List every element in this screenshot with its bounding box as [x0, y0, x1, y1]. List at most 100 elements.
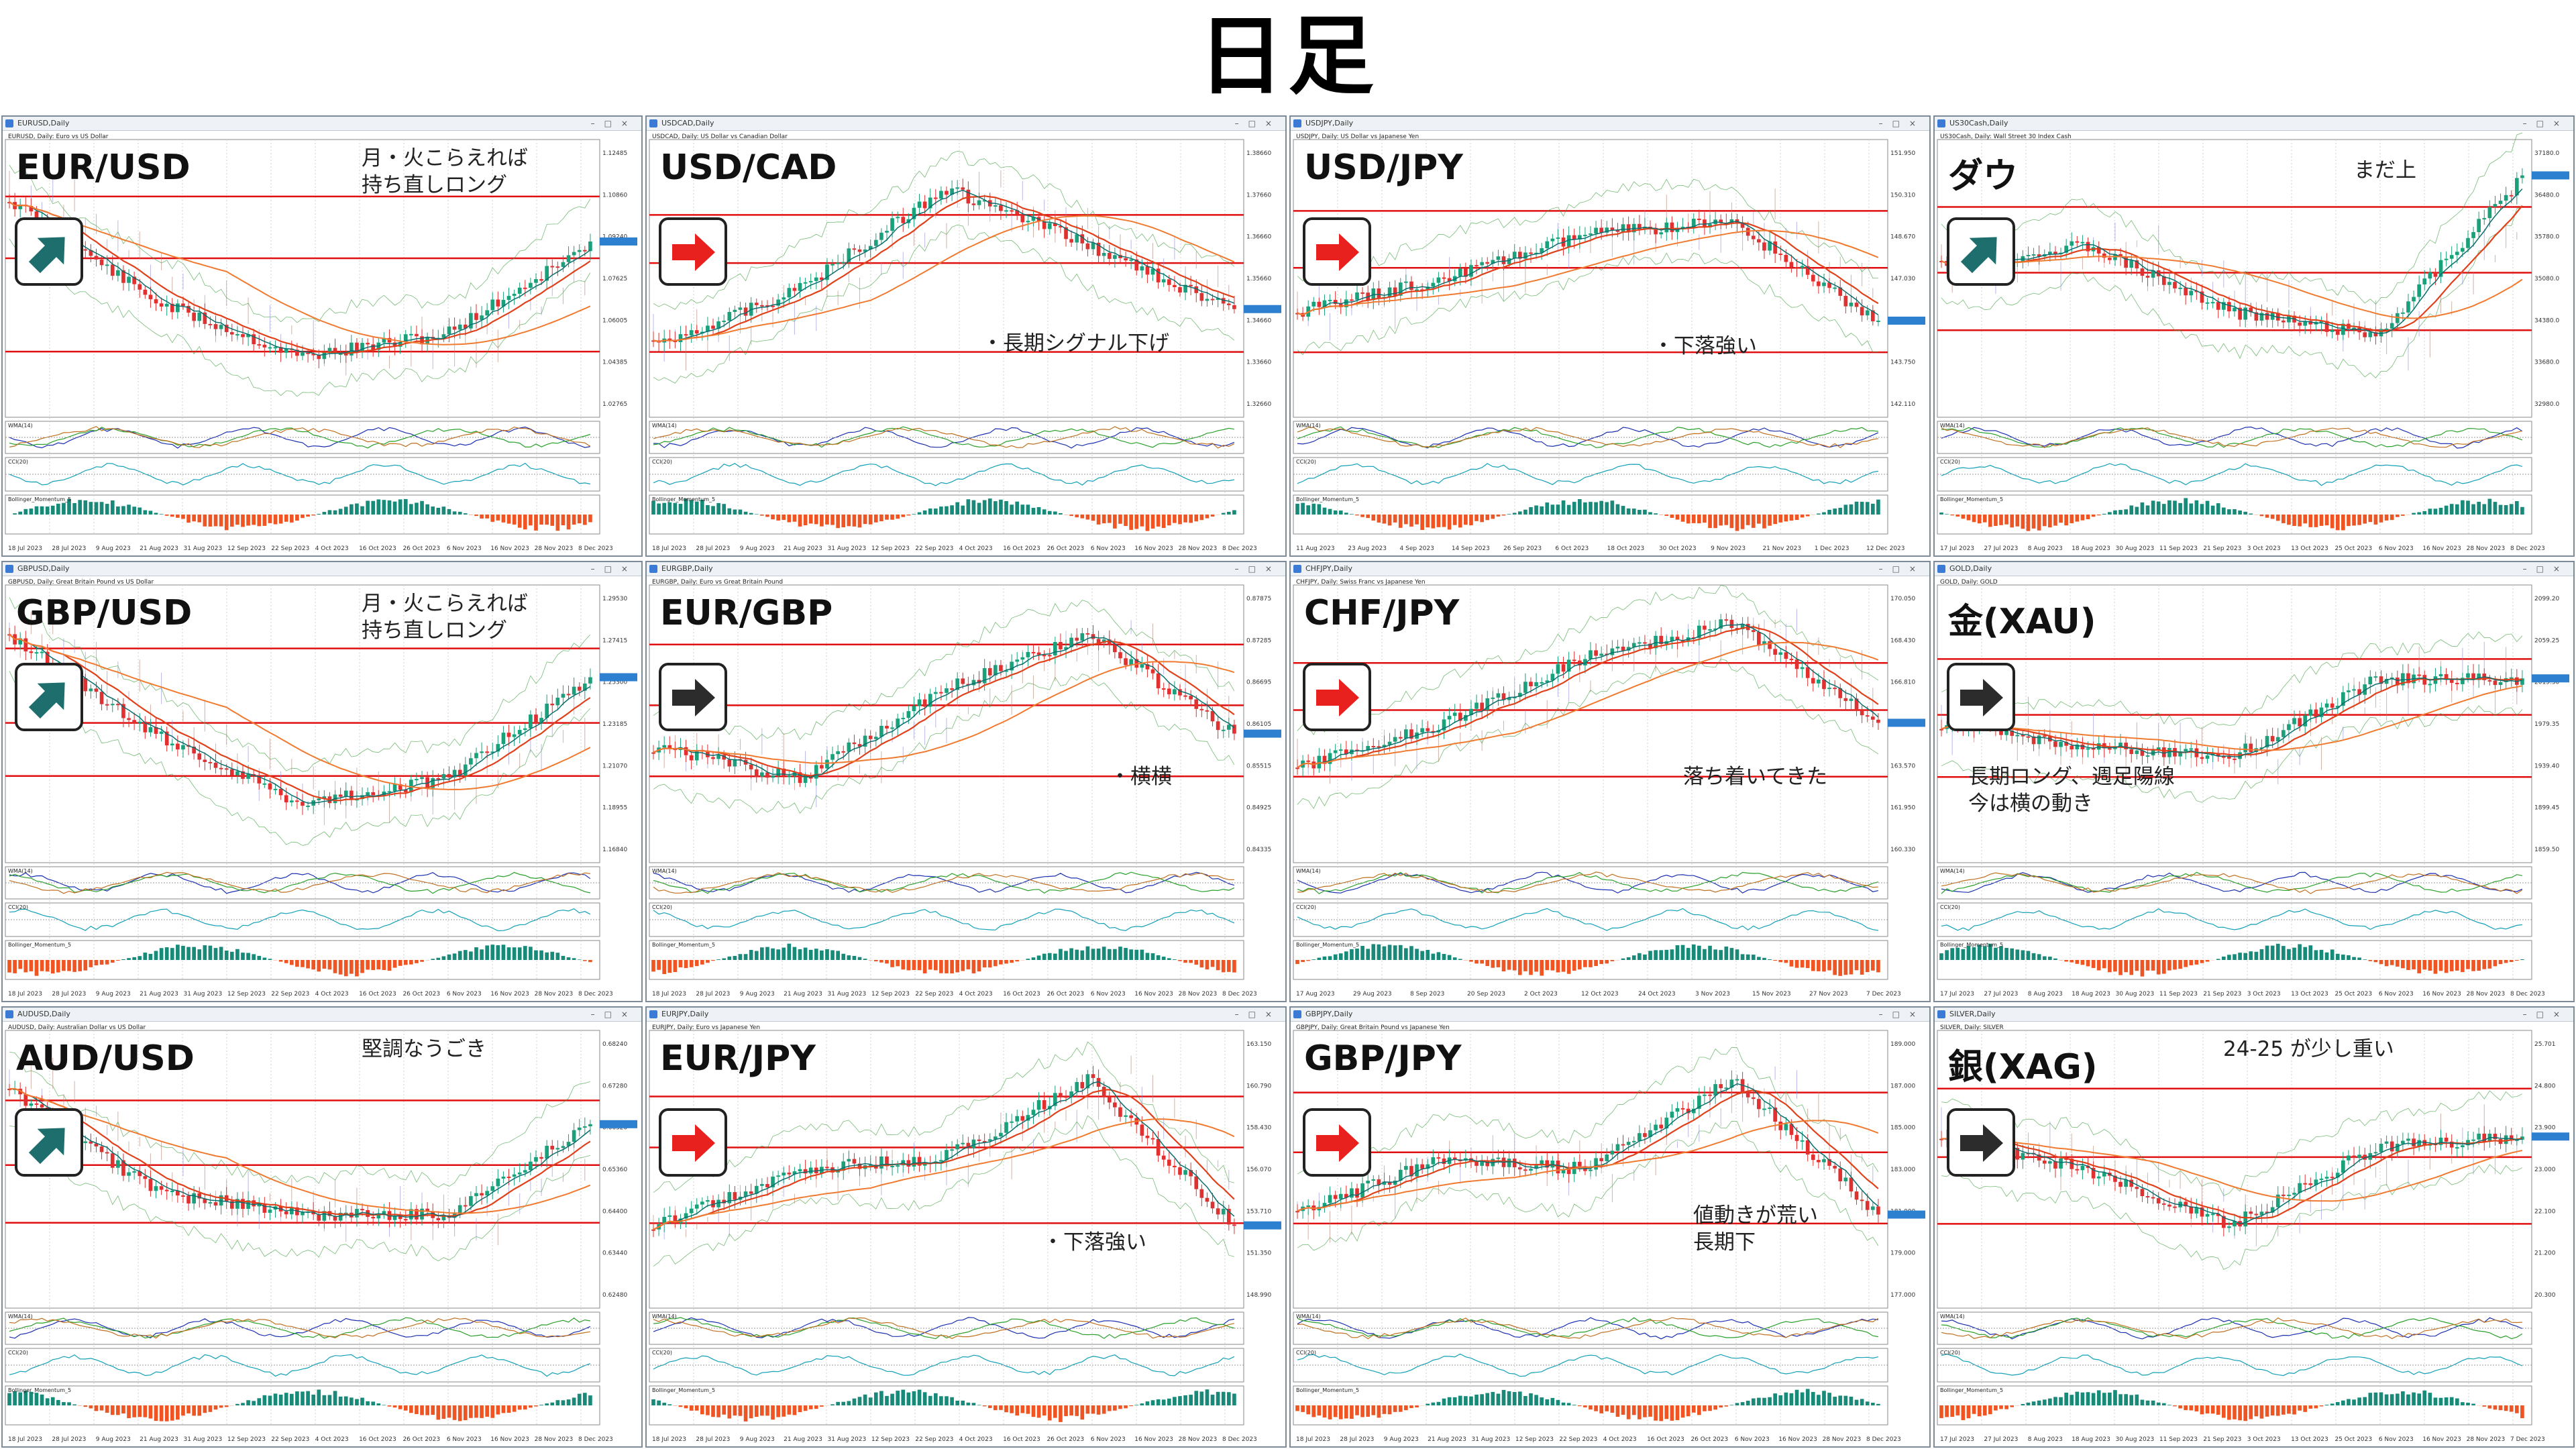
date-tick: 21 Aug 2023 [140, 991, 178, 998]
chart-window-eurgbp[interactable]: EURGBP,Daily –□× EURGBP, Daily: Euro vs Gr… [645, 561, 1287, 1002]
window-titlebar[interactable]: SILVER,Daily –□× [1935, 1008, 2573, 1022]
window-titlebar[interactable]: GBPUSD,Daily –□× [3, 562, 641, 576]
date-tick: 6 Nov 2023 [2379, 991, 2414, 998]
date-tick: 28 Nov 2023 [535, 991, 574, 998]
window-titlebar[interactable]: EURGBP,Daily –□× [647, 562, 1285, 576]
window-titlebar[interactable]: EURJPY,Daily –□× [647, 1008, 1285, 1022]
pair-label: ダウ [1948, 156, 2019, 197]
window-controls[interactable]: –□× [2522, 1010, 2569, 1019]
price-chart[interactable]: CHFJPY, Daily: Swiss Franc vs Japanese Y… [1291, 577, 1929, 1002]
indicator-label: WMA(14) [652, 423, 677, 429]
annotation-note: ・下落強い [1042, 1230, 1146, 1254]
price-chart[interactable]: AUDUSD, Daily: Australian Dollar vs US D… [3, 1022, 641, 1448]
chart-window-usdjpy[interactable]: USDJPY,Daily –□× USDJPY, Daily: US Dollar … [1289, 115, 1931, 557]
chart-header: CHFJPY, Daily: Swiss Franc vs Japanese Y… [1296, 579, 1426, 586]
date-tick: 4 Oct 2023 [1603, 1436, 1637, 1443]
date-tick: 16 Nov 2023 [490, 545, 529, 552]
price-chart[interactable]: EURGBP, Daily: Euro vs Great Britain Pou… [647, 577, 1285, 1002]
price-chart[interactable]: GOLD, Daily: GOLD 2099.20 2059.25 2019.30 19… [1935, 577, 2573, 1002]
chart-header: SILVER, Daily: SILVER [1940, 1024, 2004, 1031]
price-chart[interactable]: GBPJPY, Daily: Great Britain Pound vs Ja… [1291, 1022, 1929, 1448]
date-tick: 22 Sep 2023 [271, 545, 309, 552]
date-tick: 6 Nov 2023 [2379, 1436, 2414, 1443]
chart-window-icon [1293, 1010, 1301, 1018]
chart-window-chfjpy[interactable]: CHFJPY,Daily –□× CHFJPY, Daily: Swiss Fran… [1289, 561, 1931, 1002]
date-tick: 22 Sep 2023 [915, 545, 953, 552]
date-tick: 21 Sep 2023 [2203, 991, 2241, 998]
pair-label: CHF/JPY [1304, 593, 1460, 633]
date-tick: 8 Sep 2023 [1410, 991, 1444, 998]
chart-window-eurjpy[interactable]: EURJPY,Daily –□× EURJPY, Daily: Euro vs Ja… [645, 1006, 1287, 1448]
window-titlebar[interactable]: CHFJPY,Daily –□× [1291, 562, 1929, 576]
date-tick: 18 Aug 2023 [2072, 1436, 2110, 1443]
chart-window-gbpjpy[interactable]: GBPJPY,Daily –□× GBPJPY, Daily: Great Brit… [1289, 1006, 1931, 1448]
date-tick: 8 Aug 2023 [2028, 991, 2063, 998]
indicator-label: Bollinger_Momentum_5 [652, 1387, 715, 1393]
window-controls[interactable]: –□× [1234, 119, 1281, 128]
price-chart[interactable]: SILVER, Daily: SILVER 25.701 24.800 23.900 2… [1935, 1022, 2573, 1448]
window-controls[interactable]: –□× [1878, 119, 1925, 128]
chart-window-silver[interactable]: SILVER,Daily –□× SILVER, Daily: SILVER 25.7… [1933, 1006, 2575, 1448]
window-titlebar[interactable]: US30Cash,Daily –□× [1935, 117, 2573, 131]
chart-window-us30[interactable]: US30Cash,Daily –□× US30Cash, Daily: Wall S… [1933, 115, 2575, 557]
date-tick: 4 Sep 2023 [1400, 545, 1434, 552]
pair-label: EUR/USD [16, 148, 191, 188]
date-tick: 8 Dec 2023 [2510, 545, 2545, 552]
indicator-label: Bollinger_Momentum_5 [8, 942, 71, 948]
price-tick: 185.000 [1890, 1125, 1915, 1132]
price-tick: 143.750 [1890, 360, 1915, 366]
window-titlebar[interactable]: GOLD,Daily –□× [1935, 562, 2573, 576]
price-tick: 1.16840 [602, 847, 627, 853]
indicator-label: WMA(14) [652, 1313, 677, 1320]
window-title: EURUSD,Daily [17, 119, 70, 127]
window-controls[interactable]: –□× [2522, 564, 2569, 574]
price-chart[interactable]: USDJPY, Daily: US Dollar vs Japanese Yen… [1291, 131, 1929, 557]
price-chart[interactable]: EURUSD, Daily: Euro vs US Dollar 1.12485 1… [3, 131, 641, 557]
indicator-label: WMA(14) [1296, 423, 1321, 429]
indicator-label: WMA(14) [1296, 1313, 1321, 1320]
date-tick: 2 Oct 2023 [1524, 991, 1558, 998]
window-controls[interactable]: –□× [1878, 564, 1925, 574]
date-tick: 7 Dec 2023 [2510, 1436, 2545, 1443]
window-titlebar[interactable]: USDCAD,Daily –□× [647, 117, 1285, 131]
date-tick: 22 Sep 2023 [1559, 1436, 1597, 1443]
chart-window-gold[interactable]: GOLD,Daily –□× GOLD, Daily: GOLD 2099.20 205… [1933, 561, 2575, 1002]
annotation-note: 値動きが荒い 長期下 [1693, 1203, 1818, 1254]
price-chart[interactable]: USDCAD, Daily: US Dollar vs Canadian Dol… [647, 131, 1285, 557]
window-titlebar[interactable]: USDJPY,Daily –□× [1291, 117, 1929, 131]
chart-window-usdcad[interactable]: USDCAD,Daily –□× USDCAD, Daily: US Dollar … [645, 115, 1287, 557]
date-tick: 6 Nov 2023 [1735, 1436, 1770, 1443]
chart-window-audusd[interactable]: AUDUSD,Daily –□× AUDUSD, Daily: Australian… [1, 1006, 643, 1448]
chart-window-gbpusd[interactable]: GBPUSD,Daily –□× GBPUSD, Daily: Great Brit… [1, 561, 643, 1002]
date-tick: 21 Aug 2023 [784, 1436, 822, 1443]
date-tick: 8 Dec 2023 [1222, 1436, 1257, 1443]
price-chart[interactable]: GBPUSD, Daily: Great Britain Pound vs US… [3, 577, 641, 1002]
date-tick: 6 Nov 2023 [2379, 545, 2414, 552]
window-titlebar[interactable]: AUDUSD,Daily –□× [3, 1008, 641, 1022]
date-tick: 8 Dec 2023 [2510, 991, 2545, 998]
window-titlebar[interactable]: EURUSD,Daily –□× [3, 117, 641, 131]
window-title: USDJPY,Daily [1305, 119, 1354, 127]
price-tick: 1859.50 [2534, 847, 2559, 853]
price-chart[interactable]: US30Cash, Daily: Wall Street 30 Index Ca… [1935, 131, 2573, 557]
pair-label: 銀(XAG) [1948, 1047, 2098, 1087]
window-titlebar[interactable]: GBPJPY,Daily –□× [1291, 1008, 1929, 1022]
indicator-label: Bollinger_Momentum_5 [1940, 496, 2003, 502]
window-controls[interactable]: –□× [590, 1010, 637, 1019]
price-tick: 2099.20 [2534, 596, 2559, 602]
price-chart[interactable]: EURJPY, Daily: Euro vs Japanese Yen 163.1… [647, 1022, 1285, 1448]
price-tick: 32980.0 [2534, 401, 2559, 408]
window-controls[interactable]: –□× [590, 119, 637, 128]
window-controls[interactable]: –□× [590, 564, 637, 574]
date-tick: 9 Aug 2023 [1384, 1436, 1419, 1443]
date-tick: 21 Aug 2023 [1428, 1436, 1466, 1443]
chart-window-eurusd[interactable]: EURUSD,Daily –□× EURUSD, Daily: Euro vs US… [1, 115, 643, 557]
window-controls[interactable]: –□× [2522, 119, 2569, 128]
price-tick: 160.790 [1246, 1083, 1271, 1089]
window-controls[interactable]: –□× [1234, 564, 1281, 574]
date-tick: 16 Oct 2023 [1003, 1436, 1040, 1443]
window-controls[interactable]: –□× [1878, 1010, 1925, 1019]
price-tick: 187.000 [1890, 1083, 1915, 1089]
window-controls[interactable]: –□× [1234, 1010, 1281, 1019]
price-tick: 1.06005 [602, 317, 627, 324]
